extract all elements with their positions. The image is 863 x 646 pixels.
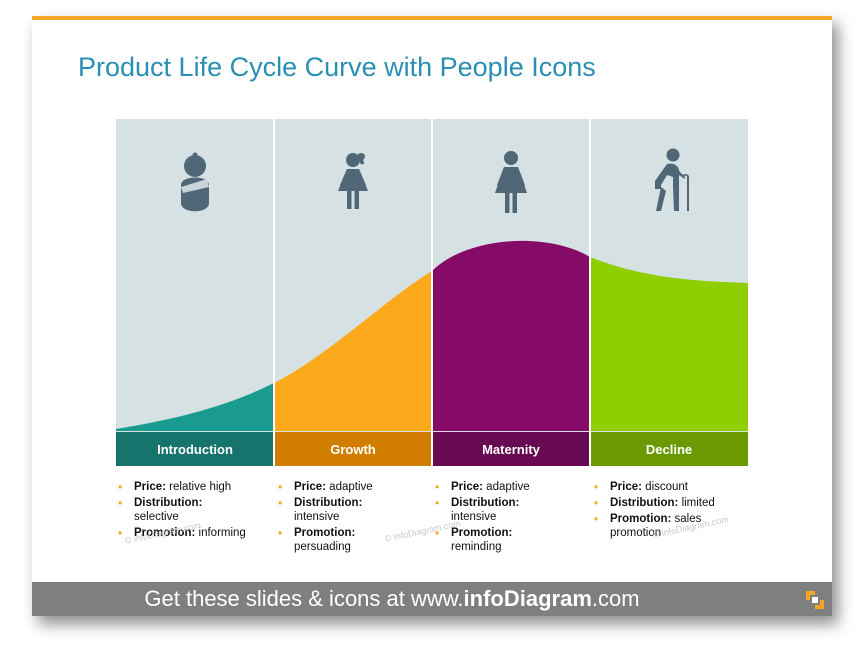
footer-text: Get these slides & icons at www.infoDiag…	[144, 586, 640, 611]
girl-icon	[338, 153, 368, 209]
slide: Product Life Cycle Curve with People Ico…	[32, 16, 832, 616]
stage-label-introduction: Introduction	[157, 442, 233, 457]
curve-area-introduction	[116, 383, 274, 431]
stage-label-growth: Growth	[330, 442, 376, 457]
infodiagram-logo-icon	[806, 591, 824, 609]
list-item: Price: adaptive	[433, 480, 583, 494]
list-item: Promotion:persuading	[276, 526, 426, 554]
list-item: Distribution:selective	[116, 496, 266, 524]
accent-bar	[32, 16, 832, 20]
stage-bar-growth	[275, 432, 431, 466]
elderly-person-icon	[655, 148, 689, 211]
stage-bar-decline	[591, 432, 748, 466]
list-item: Promotion: informing	[116, 526, 266, 540]
list-item: Price: adaptive	[276, 480, 426, 494]
curve-area-maturity	[432, 240, 590, 431]
stage-label-maturity: Maternity	[482, 442, 541, 457]
list-item: Promotion:reminding	[433, 526, 583, 554]
list-item: Distribution:intensive	[433, 496, 583, 524]
bullet-list-maturity: Price: adaptive Distribution:intensive P…	[433, 480, 583, 556]
footer-banner: Get these slides & icons at www.infoDiag…	[32, 582, 832, 616]
curve-area-growth	[274, 271, 432, 431]
baby-icon	[181, 152, 209, 212]
stage-bar-introduction	[116, 432, 273, 466]
slide-title: Product Life Cycle Curve with People Ico…	[78, 52, 596, 82]
bullet-list-decline: Price: discount Distribution: limited Pr…	[592, 480, 732, 542]
list-item: Price: discount	[592, 480, 732, 494]
life-cycle-diagram: Introduction Growth Maternity Decline	[116, 119, 748, 466]
bullet-list-introduction: Price: relative high Distribution:select…	[116, 480, 266, 542]
list-item: Distribution:intensive	[276, 496, 426, 524]
stage-bar-maturity	[433, 432, 589, 466]
stage-label-decline: Decline	[646, 442, 692, 457]
bullet-list-growth: Price: adaptive Distribution:intensive P…	[276, 480, 426, 556]
list-item: Price: relative high	[116, 480, 266, 494]
list-item: Promotion: sales promotion	[592, 512, 732, 540]
list-item: Distribution: limited	[592, 496, 732, 510]
woman-icon	[495, 151, 527, 213]
curve-area-decline	[590, 257, 748, 431]
